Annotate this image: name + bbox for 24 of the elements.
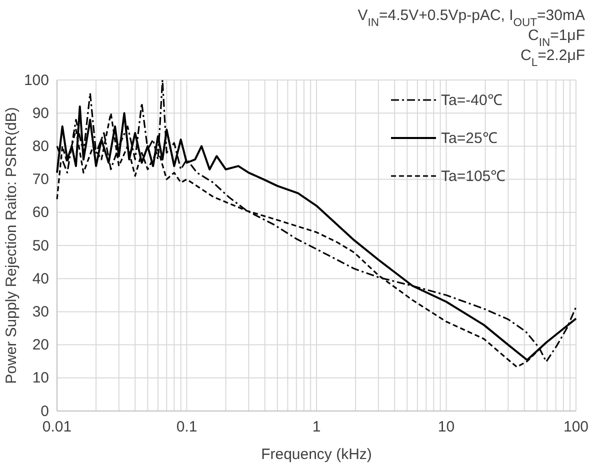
legend-label: Ta=-40℃: [441, 92, 502, 109]
text: C$_{L}$=2.2μF: [520, 47, 585, 69]
chart-title: V$_{IN}$=4.5V+0.5Vp-pAC, I$_{OUT}$=30mA: [358, 7, 585, 29]
x-tick-label: 100: [563, 418, 589, 436]
x-tick-label: 10: [438, 418, 455, 436]
y-tick-label: 0: [40, 402, 49, 420]
y-axis-title: Power Supply Rejection Raito: PSRR(dB): [3, 107, 20, 384]
x-tick-label: 0.1: [176, 418, 198, 436]
y-tick-label: 40: [32, 270, 49, 288]
y-tick-label: 60: [32, 204, 49, 222]
legend-label: Ta=25℃: [441, 130, 498, 147]
y-tick-label: 50: [32, 237, 49, 254]
y-tick-label: 100: [24, 72, 49, 89]
text: C$_{IN}$=1μF: [528, 27, 585, 49]
y-tick-label: 30: [32, 304, 49, 320]
y-tick-label: 80: [32, 138, 49, 155]
x-axis-title: Frequency (kHz): [261, 446, 372, 463]
y-tick-label: 10: [32, 370, 49, 387]
y-tick-label: 70: [32, 171, 49, 188]
legend-label: Ta=105℃: [441, 168, 506, 185]
x-tick-label: 0.01: [42, 418, 72, 436]
y-tick-label: 20: [32, 336, 49, 354]
x-tick-label: 1: [312, 418, 321, 436]
y-tick-label: 90: [32, 104, 49, 122]
